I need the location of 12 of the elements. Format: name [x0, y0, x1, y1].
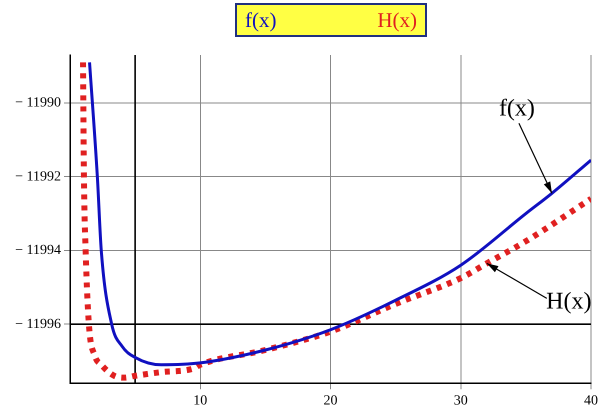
y-tick-label: − 11990	[15, 96, 61, 111]
annotation: H(x)	[546, 288, 592, 315]
y-tick-label: − 11996	[15, 316, 61, 332]
x-tick-label: 20	[324, 393, 338, 408]
x-tick-label: 10	[193, 393, 208, 408]
text: H(x)	[377, 8, 417, 32]
y-tick-label: − 11994	[15, 243, 61, 258]
y-tick-label: − 11992	[15, 169, 61, 184]
x-tick-label: 40	[584, 393, 598, 408]
annotation: f(x)	[498, 96, 535, 122]
x-tick-label: 30	[454, 393, 468, 408]
text: f(x)	[245, 8, 276, 32]
